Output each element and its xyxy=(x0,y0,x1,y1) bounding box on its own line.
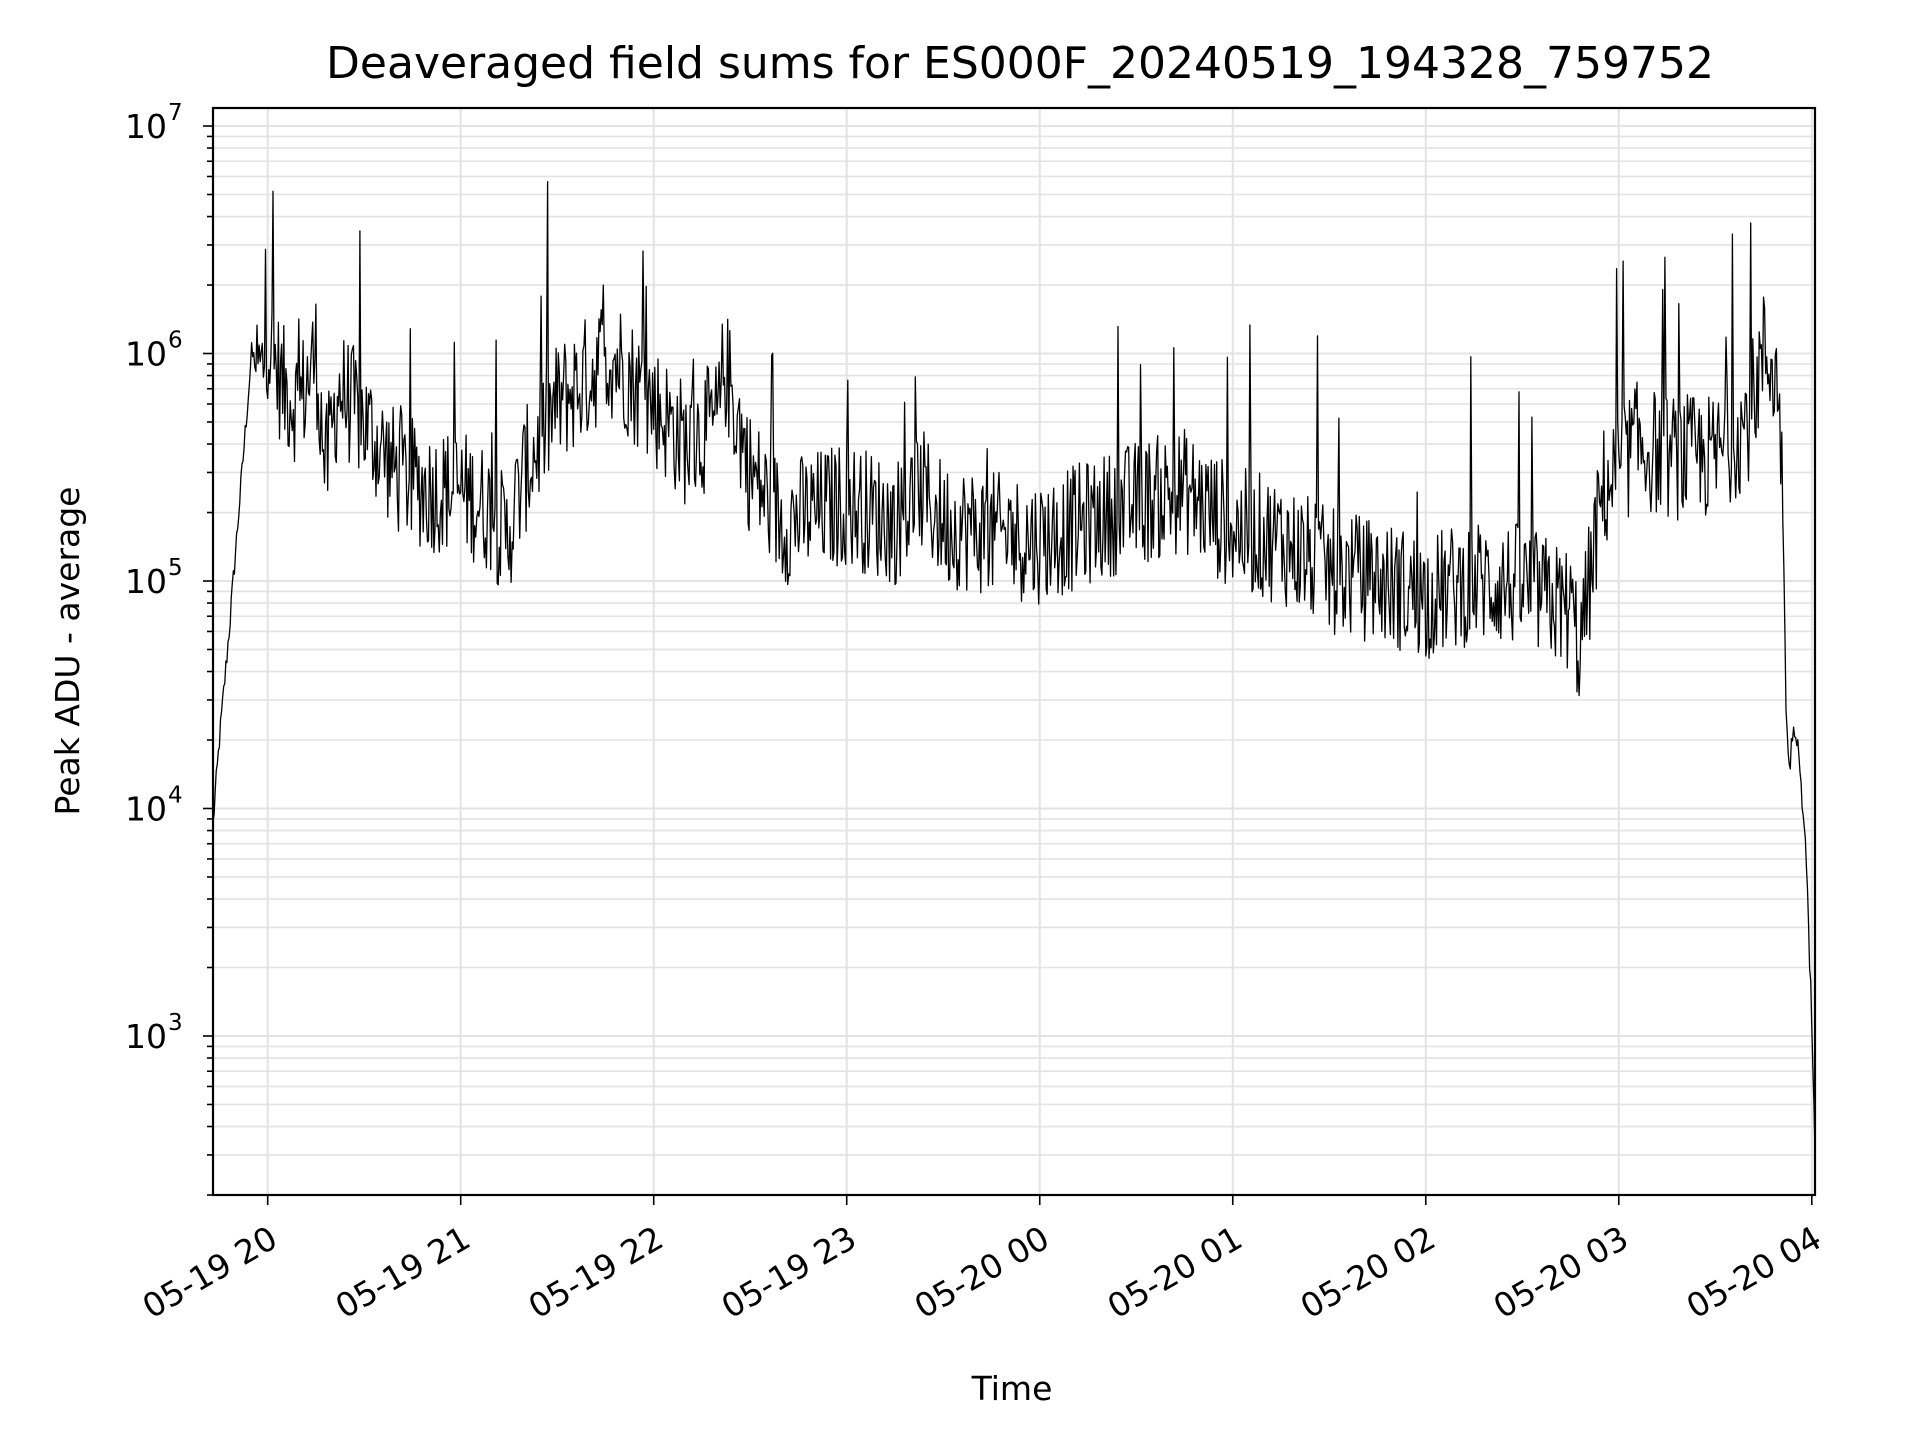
y-tick-label: 10 xyxy=(125,789,167,828)
series-line xyxy=(212,180,1816,1155)
grid-lines xyxy=(213,108,1815,1196)
y-tick-exponent: 5 xyxy=(168,555,183,581)
y-tick-label: 10 xyxy=(125,335,167,374)
y-tick-exponent: 7 xyxy=(168,100,183,126)
y-tick-exponent: 4 xyxy=(168,782,183,808)
y-axis-label: Peak ADU - average xyxy=(48,487,87,816)
y-tick-label: 10 xyxy=(125,562,167,601)
y-tick-label: 10 xyxy=(125,1017,167,1056)
plot-frame xyxy=(211,106,1817,1197)
chart-title: Deaveraged field sums for ES000F_2024051… xyxy=(326,38,1714,89)
y-tick-exponent: 3 xyxy=(168,1010,183,1036)
y-tick-label: 10 xyxy=(125,107,167,146)
data-line-layer xyxy=(212,180,1816,1155)
y-tick-exponent: 6 xyxy=(168,328,183,354)
x-axis-label: Time xyxy=(971,1369,1053,1408)
